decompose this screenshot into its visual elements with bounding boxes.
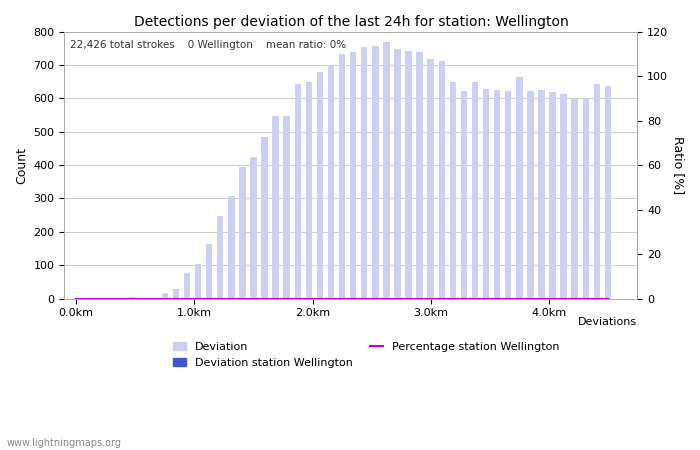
Bar	[561, 94, 567, 298]
Bar	[250, 158, 257, 298]
Bar	[306, 82, 312, 298]
Bar	[84, 297, 90, 298]
Bar	[461, 90, 467, 298]
Bar	[428, 59, 434, 298]
Bar	[316, 72, 323, 298]
Bar	[361, 47, 368, 298]
Bar	[416, 52, 423, 298]
Bar	[272, 116, 279, 298]
Bar	[372, 45, 379, 298]
Bar	[128, 297, 135, 298]
Bar	[139, 297, 146, 298]
Bar	[472, 82, 478, 298]
Bar	[483, 89, 489, 298]
Y-axis label: Count: Count	[15, 147, 28, 184]
Bar	[383, 42, 390, 298]
Title: Detections per deviation of the last 24h for station: Wellington: Detections per deviation of the last 24h…	[134, 15, 568, 29]
Bar	[295, 84, 301, 298]
Bar	[284, 116, 290, 298]
Bar	[550, 92, 556, 298]
Bar	[206, 244, 212, 298]
Bar	[394, 49, 400, 298]
Bar	[328, 66, 335, 298]
Bar	[505, 90, 512, 298]
Bar	[150, 297, 157, 298]
Bar	[239, 167, 246, 298]
Legend: Deviation, Deviation station Wellington, Percentage station Wellington: Deviation, Deviation station Wellington,…	[173, 342, 559, 368]
Bar	[95, 297, 101, 298]
Bar	[183, 273, 190, 298]
Bar	[571, 99, 578, 298]
Bar	[217, 216, 223, 298]
Bar	[118, 297, 124, 298]
Bar	[405, 50, 412, 298]
Bar	[527, 90, 533, 298]
Bar	[449, 82, 456, 298]
Bar	[350, 52, 356, 298]
Bar	[438, 61, 445, 298]
Bar	[73, 297, 80, 298]
Bar	[228, 196, 235, 298]
Text: www.lightningmaps.org: www.lightningmaps.org	[7, 438, 122, 448]
Y-axis label: Ratio [%]: Ratio [%]	[672, 136, 685, 194]
Bar	[494, 90, 500, 298]
Bar	[594, 84, 600, 298]
Bar	[516, 77, 523, 298]
Bar	[195, 264, 202, 298]
Bar	[173, 289, 179, 298]
Bar	[538, 90, 545, 298]
Bar	[582, 99, 589, 298]
Text: Deviations: Deviations	[578, 317, 638, 327]
Bar	[261, 137, 268, 298]
Bar	[339, 54, 345, 298]
Bar	[605, 86, 611, 298]
Bar	[162, 292, 168, 298]
Bar	[106, 297, 113, 298]
Text: 22,426 total strokes    0 Wellington    mean ratio: 0%: 22,426 total strokes 0 Wellington mean r…	[70, 40, 346, 50]
